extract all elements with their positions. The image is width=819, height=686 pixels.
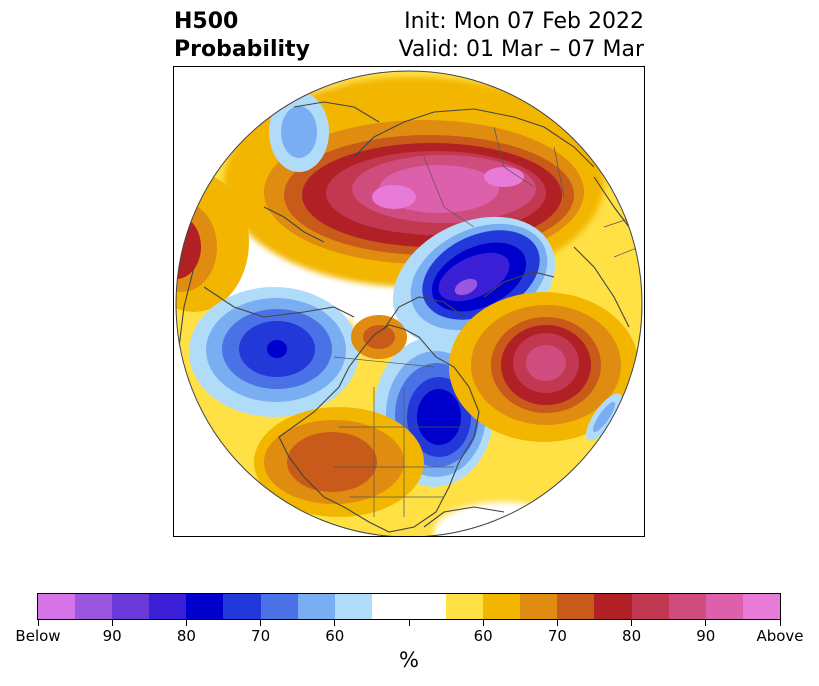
colorbar-tick-label: 70	[547, 627, 567, 645]
colorbar-cell	[112, 594, 150, 619]
colorbar-tick	[334, 620, 336, 626]
colorbar-tick	[260, 620, 262, 626]
colorbar-tick	[111, 620, 113, 626]
colorbar-cell	[742, 594, 780, 619]
colorbar-tick-label: 90	[696, 627, 716, 645]
colorbar-tick	[185, 620, 187, 626]
colorbar-cell	[223, 594, 261, 619]
colorbar-tick-label: 70	[251, 627, 271, 645]
colorbar-cell	[557, 594, 595, 619]
probability-field	[176, 71, 642, 536]
colorbar-cell	[186, 594, 224, 619]
coastlines	[178, 101, 630, 533]
title-left: H500 Probability	[174, 8, 310, 64]
colorbar-tick-label: 90	[102, 627, 122, 645]
colorbar-cell	[668, 594, 706, 619]
colorbar-tick-label: Below	[15, 627, 61, 645]
init-date: Init: Mon 07 Feb 2022	[404, 9, 644, 34]
colorbar-cell	[297, 594, 335, 619]
title-variable: H500	[174, 9, 239, 34]
globe-boundary	[175, 70, 643, 536]
colorbar-tick	[705, 620, 707, 626]
colorbar-tick-label: 60	[325, 627, 345, 645]
colorbar-cell	[371, 594, 409, 619]
colorbar-tick	[631, 620, 633, 626]
valid-range: Valid: 01 Mar – 07 Mar	[398, 37, 644, 62]
colorbar-tick-label: 80	[622, 627, 642, 645]
colorbar-cell	[149, 594, 187, 619]
colorbar-cell	[483, 594, 521, 619]
colorbar-cell	[594, 594, 632, 619]
colorbar-cell	[631, 594, 669, 619]
colorbar-tick	[556, 620, 558, 626]
colorbar-tick	[408, 620, 410, 626]
borders	[333, 126, 640, 517]
colorbar-cell	[75, 594, 113, 619]
colorbar-tick-label: Above	[756, 627, 804, 645]
colorbar	[37, 593, 781, 620]
colorbar-tick	[37, 620, 39, 626]
colorbar-cell	[408, 594, 447, 619]
colorbar-cell	[446, 594, 484, 619]
colorbar-cell	[260, 594, 298, 619]
colorbar-tick-label: 60	[473, 627, 493, 645]
map-frame	[173, 66, 645, 537]
colorbar-unit: %	[399, 648, 419, 672]
title-product: Probability	[174, 37, 310, 62]
colorbar-tick-label: 80	[176, 627, 196, 645]
colorbar-tick	[482, 620, 484, 626]
probability-map	[175, 70, 643, 536]
title-right: Init: Mon 07 Feb 2022 Valid: 01 Mar – 07…	[399, 8, 644, 64]
colorbar-cell	[520, 594, 558, 619]
colorbar-cell	[334, 594, 372, 619]
colorbar-cell	[705, 594, 743, 619]
colorbar-tick	[779, 620, 781, 626]
colorbar-cell	[38, 594, 76, 619]
